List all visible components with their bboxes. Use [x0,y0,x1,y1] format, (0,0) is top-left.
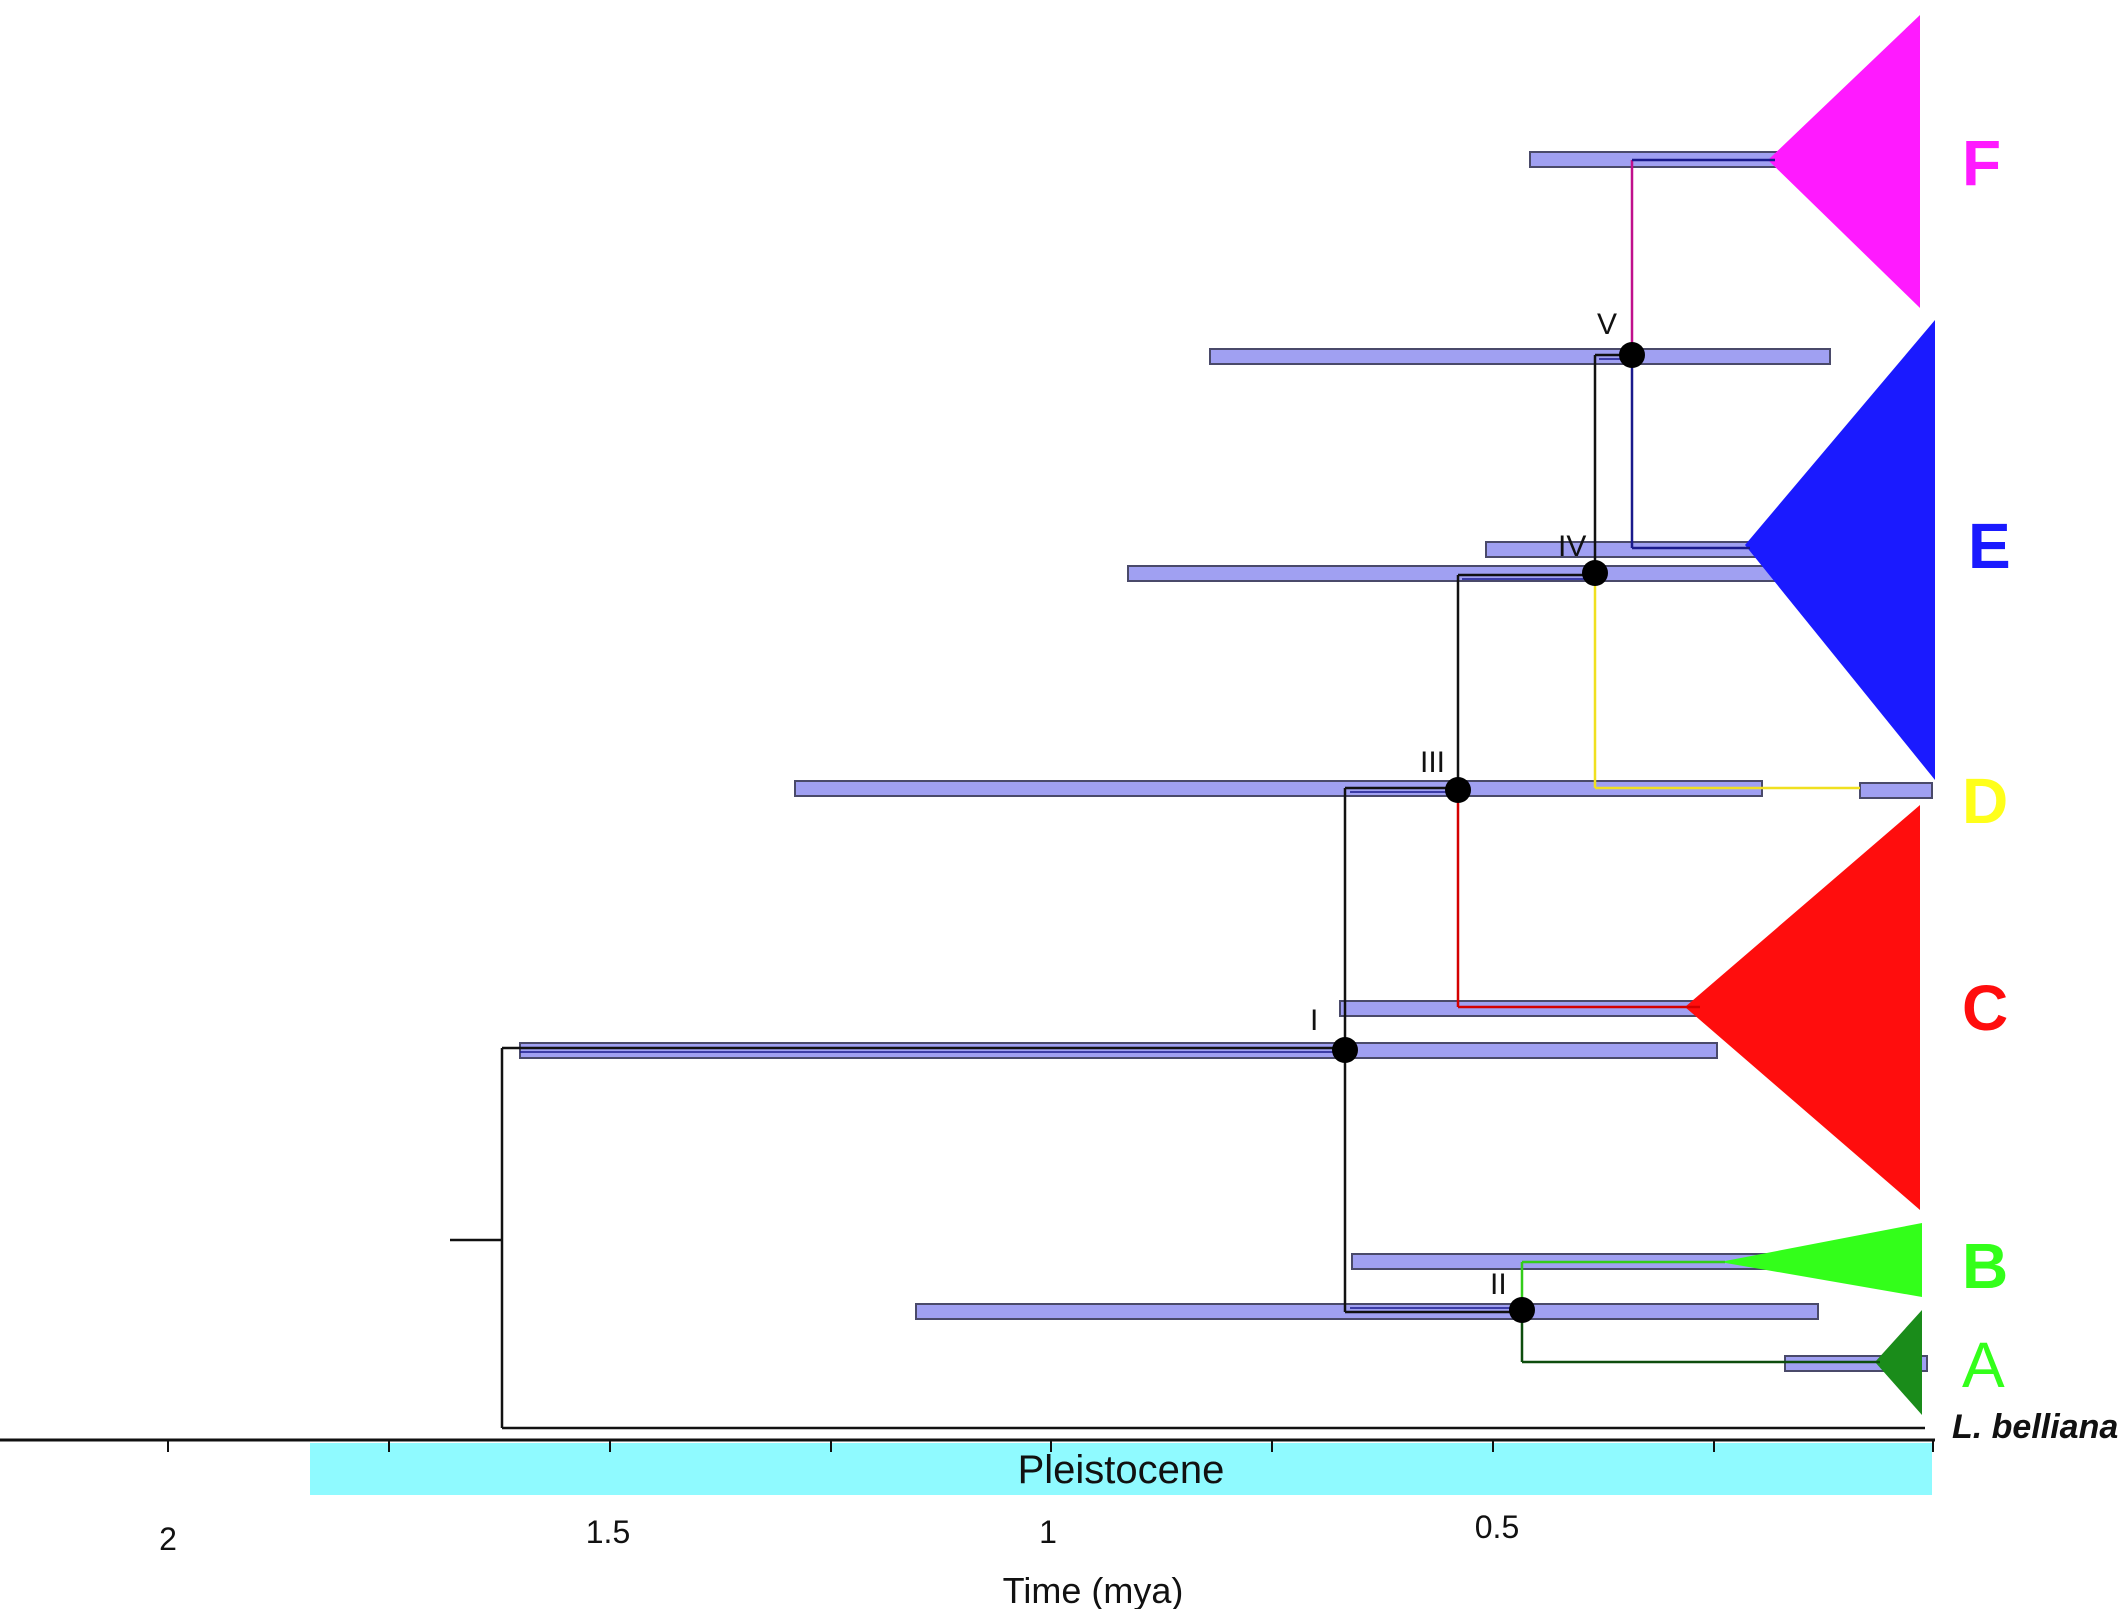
outgroup-label: L. belliana [1952,1408,2118,1446]
time-axis: Pleistocene 2 1.5 1 0.5 Time (mya) [0,1438,1935,1609]
axis-ticks [167,1440,1934,1452]
node-labels: I II III IV V [1310,308,1617,1301]
clade-e-label: E [1968,510,2011,582]
clade-b-label: B [1962,1230,2008,1302]
clade-b-triangle [1720,1223,1922,1297]
tick-label-1: 1 [1039,1514,1057,1550]
clade-triangles [1685,15,1935,1415]
node-i-label: I [1310,1004,1318,1037]
clade-labels: F E D C B A [1962,127,2011,1401]
tick-label-2: 2 [159,1521,177,1557]
epoch-label: Pleistocene [1018,1448,1225,1492]
node-v-dot [1619,342,1645,368]
clade-c-label: C [1962,972,2008,1044]
hpd-bar-clade-d [1859,782,1933,799]
tick-label-1-5: 1.5 [586,1514,630,1550]
hpd-bar-node-v [1209,348,1831,365]
node-iv-dot [1582,560,1608,586]
tick-label-0-5: 0.5 [1475,1509,1519,1545]
hpd-bars [519,151,1933,1372]
tree-branches [450,158,1925,1430]
clade-a-label: A [1962,1329,2005,1401]
node-iii-label: III [1420,746,1445,779]
node-ii-dot [1509,1297,1535,1323]
node-iii-dot [1445,777,1471,803]
clade-a-triangle [1875,1310,1922,1415]
epoch-band [310,1443,1932,1495]
clade-f-triangle [1768,15,1920,308]
node-iv-label: IV [1558,530,1586,563]
clade-c-triangle [1685,805,1920,1210]
node-v-label: V [1597,308,1617,341]
clade-f-label: F [1962,127,2001,199]
clade-d-label: D [1962,765,2008,837]
node-ii-label: II [1490,1268,1507,1301]
node-i-dot [1332,1037,1358,1063]
axis-title: Time (mya) [1003,1570,1184,1609]
node-markers [1332,342,1645,1323]
hpd-bar-node-i [519,1042,1718,1059]
clade-e-triangle [1745,320,1935,780]
